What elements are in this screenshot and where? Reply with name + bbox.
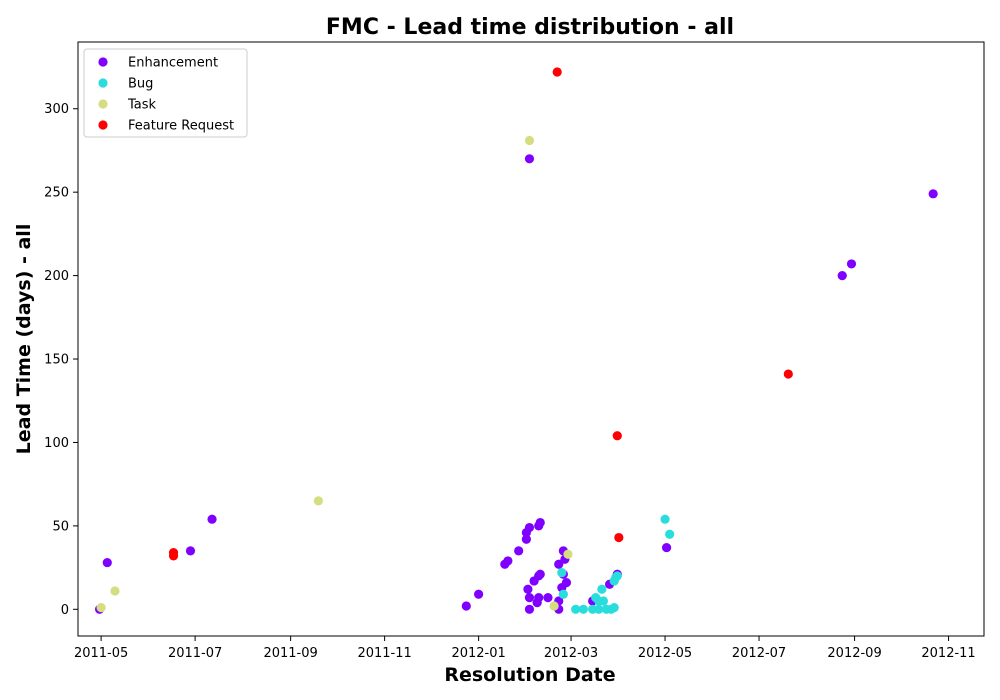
point-bug xyxy=(578,604,588,614)
point-bug xyxy=(557,567,567,578)
point-task xyxy=(524,135,535,146)
point-task xyxy=(563,549,573,559)
point-feature-request xyxy=(168,551,179,561)
y-tick-label: 250 xyxy=(44,186,69,201)
point-enhancement xyxy=(524,593,535,603)
point-task xyxy=(110,586,120,596)
y-axis-ticks: 0 50 100 150 200 250 300 xyxy=(44,102,78,618)
x-tick-label: 2012-07 xyxy=(732,646,786,661)
legend-label-task: Task xyxy=(127,98,157,113)
point-task xyxy=(549,601,559,611)
point-feature-request xyxy=(552,67,562,77)
chart-title: FMC - Lead time distribution - all xyxy=(326,15,734,40)
x-tick-label: 2012-03 xyxy=(544,646,598,661)
y-tick-label: 100 xyxy=(44,436,69,451)
legend-label-enhancement: Enhancement xyxy=(128,56,218,71)
point-feature-request xyxy=(614,532,624,543)
point-bug xyxy=(665,529,675,539)
point-enhancement xyxy=(535,517,545,528)
point-enhancement xyxy=(837,270,847,281)
x-tick-label: 2011-07 xyxy=(168,646,222,661)
legend-label-feature-request: Feature Request xyxy=(128,119,234,134)
point-feature-request xyxy=(783,369,793,379)
point-enhancement xyxy=(928,189,938,199)
point-enhancement xyxy=(185,546,196,556)
point-task xyxy=(96,603,106,613)
point-enhancement xyxy=(561,578,572,588)
point-enhancement xyxy=(554,559,564,569)
point-feature-request xyxy=(612,431,622,441)
x-tick-label: 2011-05 xyxy=(74,646,128,661)
y-tick-label: 50 xyxy=(52,519,69,534)
point-bug xyxy=(609,603,619,613)
plot-marks xyxy=(94,67,938,614)
point-enhancement xyxy=(461,601,471,611)
point-enhancement xyxy=(523,584,533,594)
point-enhancement xyxy=(534,593,544,603)
point-task xyxy=(313,496,323,506)
legend-marker-bug xyxy=(98,78,108,88)
legend-marker-task xyxy=(98,99,108,109)
x-tick-label: 2012-09 xyxy=(827,646,881,661)
point-bug xyxy=(571,604,581,614)
point-enhancement xyxy=(524,604,535,614)
plot-area-frame xyxy=(77,41,985,637)
point-bug xyxy=(558,589,568,599)
point-enhancement xyxy=(524,522,535,533)
point-enhancement xyxy=(102,557,112,568)
x-tick-label: 2012-05 xyxy=(638,646,692,661)
y-axis-label: Lead Time (days) - all xyxy=(13,224,35,455)
point-enhancement xyxy=(514,546,524,556)
point-enhancement xyxy=(524,154,535,164)
x-tick-label: 2012-01 xyxy=(451,646,505,661)
point-enhancement xyxy=(846,259,857,269)
y-tick-label: 150 xyxy=(44,353,69,368)
point-bug xyxy=(598,596,609,606)
x-axis-label: Resolution Date xyxy=(444,664,615,686)
legend: Enhancement Bug Task Feature Request xyxy=(83,48,248,138)
x-tick-label: 2012-11 xyxy=(921,646,975,661)
legend-box xyxy=(83,48,248,138)
point-enhancement xyxy=(543,593,553,603)
point-bug xyxy=(612,571,622,581)
point-enhancement xyxy=(521,534,531,544)
legend-label-bug: Bug xyxy=(128,77,153,92)
point-enhancement xyxy=(661,542,672,553)
x-axis-ticks: 2011-05 2011-07 2011-09 2011-11 2012-01 2012-… xyxy=(74,636,976,661)
point-enhancement xyxy=(474,589,484,599)
point-enhancement xyxy=(207,514,217,524)
y-tick-label: 200 xyxy=(44,269,69,284)
y-tick-label: 0 xyxy=(61,603,69,618)
x-tick-label: 2011-09 xyxy=(263,646,317,661)
x-tick-label: 2011-11 xyxy=(357,646,411,661)
y-tick-label: 300 xyxy=(44,102,69,117)
point-bug xyxy=(660,514,670,524)
point-enhancement xyxy=(535,569,545,579)
legend-marker-feature-request xyxy=(98,120,108,130)
point-bug xyxy=(594,604,604,614)
point-enhancement xyxy=(503,556,513,566)
point-bug xyxy=(597,584,607,594)
legend-marker-enhancement xyxy=(98,57,108,67)
